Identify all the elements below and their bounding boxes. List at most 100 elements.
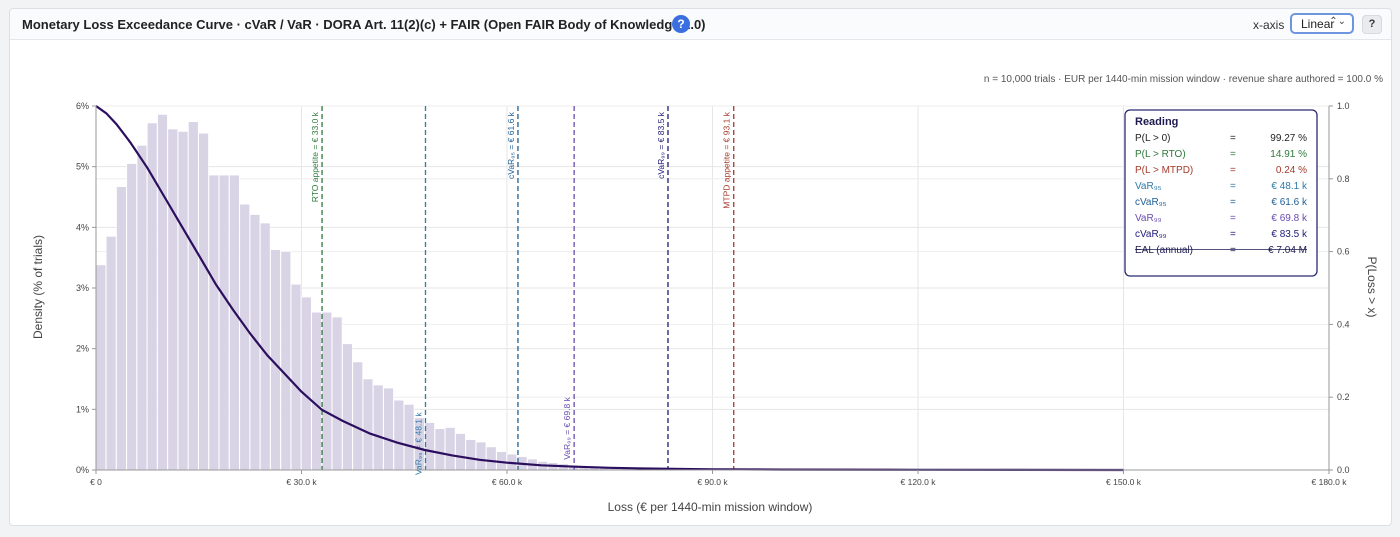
histogram-bar [116,186,127,471]
chevron-updown-icon: ⌃⌄ [1329,16,1346,27]
help-icon[interactable]: ? [672,15,690,33]
histogram-bar [362,378,374,471]
marker-label: VaR₉₅ = € 48.1 k [413,412,423,475]
histogram-bar [465,439,476,471]
y-tick-label: 4% [76,222,89,232]
xaxis-scale-select[interactable]: Linear ⌃⌄ [1290,13,1354,34]
y2-tick-label: 0.6 [1337,247,1350,257]
marker-label: RTO appetite = € 33.0 k [310,111,320,202]
x-tick-label: € 90.0 k [697,477,728,487]
x-tick-label: € 0 [90,477,102,487]
histogram-bar [352,361,363,471]
reading-row-value: 0.24 % [1276,165,1307,176]
chart-panel: Monetary Loss Exceedance Curve · cVaR / … [9,8,1392,526]
reading-row-label: cVaR₉₅ [1135,197,1167,208]
histogram-bar [219,174,230,471]
secondary-help-button[interactable]: ? [1362,15,1382,34]
reading-row-eq: = [1230,133,1236,144]
marker-label: cVaR₉₉ = € 83.5 k [656,111,666,179]
histogram-bar [455,433,466,471]
x-tick-label: € 60.0 k [492,477,523,487]
histogram-bar [486,446,497,471]
histogram-bar [239,204,250,471]
reading-row-eq: = [1230,165,1236,176]
histogram-bar [475,441,487,471]
exceedance-curve [95,105,1124,472]
histogram-bar [260,222,271,471]
reading-row-eq: = [1230,229,1236,240]
histogram-bar [424,422,435,471]
histogram-bar [188,121,199,471]
loss-exceedance-chart: n = 10,000 trials · EUR per 1440-min mis… [31,74,1383,514]
y-axis-title: Density (% of trials) [31,235,45,339]
y-tick-label: 3% [76,283,89,293]
histogram-bar [383,387,394,471]
reading-title: Reading [1135,116,1178,128]
y2-tick-label: 1.0 [1337,101,1350,111]
x-tick-label: € 120.0 k [901,477,937,487]
histogram-bar [373,384,384,471]
chart-subtitle: n = 10,000 trials · EUR per 1440-min mis… [984,74,1383,85]
y2-tick-label: 0.0 [1337,465,1350,475]
reading-row-eq: = [1230,149,1236,160]
histogram-bar [198,133,209,471]
marker-label: VaR₉₉ = € 69.8 k [562,396,572,459]
histogram-bar [311,312,322,471]
histogram-bar [332,316,343,471]
histogram-bar [280,251,291,471]
histogram-bar [393,399,404,471]
x-axis-title: Loss (€ per 1440-min mission window) [608,500,813,514]
x-tick-label: € 30.0 k [286,477,317,487]
reading-row-label: P(L > RTO) [1135,149,1186,160]
histogram-bar [106,236,117,471]
histogram-bars [95,114,713,471]
reading-row-label: cVaR₉₉ [1135,229,1167,240]
reading-row-eq: = [1230,213,1236,224]
histogram-bar [208,174,219,471]
reading-row-value: € 69.8 k [1271,213,1308,224]
y-tick-label: 5% [76,162,89,172]
histogram-bar [342,343,353,471]
y2-tick-label: 0.2 [1337,392,1350,402]
reading-row-label: VaR₉₅ [1135,181,1162,192]
panel-header: Monetary Loss Exceedance Curve · cVaR / … [10,9,1391,40]
histogram-bar [177,131,189,471]
y2-axis-title: P(Loss > x) [1365,256,1379,317]
marker-label: cVaR₉₅ = € 61.6 k [506,111,516,179]
histogram-bar [445,427,456,471]
reading-row-eq: = [1230,245,1236,256]
reading-row-label: P(L > 0) [1135,133,1170,144]
histogram-bar [136,145,148,471]
reading-row-label: EAL (annual) [1135,245,1193,256]
histogram-bar [404,404,415,471]
xaxis-scale-value: Linear [1301,17,1335,31]
reading-row-value: 14.91 % [1270,149,1307,160]
reading-row-eq: = [1230,197,1236,208]
reading-box-frame [1124,109,1318,277]
reading-row-value: € 83.5 k [1271,229,1308,240]
histogram-bar [126,163,137,471]
histogram-bar [301,296,312,471]
reading-row-label: P(L > MTPD) [1135,165,1193,176]
y-tick-label: 1% [76,404,89,414]
chart-title: Monetary Loss Exceedance Curve · cVaR / … [22,17,706,32]
exceedance-line [95,105,1124,472]
reading-box: Reading P(L > 0) = 99.27 % P(L > RTO) = 14.91 … [1124,109,1318,277]
histogram-bar [229,174,240,471]
histogram-bar [290,284,302,471]
xaxis-label: x-axis [1253,18,1285,32]
histogram-bar [321,312,332,471]
reading-row-value: 99.27 % [1270,133,1307,144]
x-tick-label: € 180.0 k [1312,477,1348,487]
histogram-bar [434,428,446,471]
reading-row-value: € 7.04 M [1268,245,1307,256]
y-tick-label: 6% [76,101,89,111]
chart-axes: € 0 € 30.0 k € 60.0 k € 90.0 k € 120.0 k € 15… [76,101,1350,487]
y-tick-label: 0% [76,465,89,475]
y-tick-label: 2% [76,344,89,354]
x-tick-label: € 150.0 k [1106,477,1142,487]
threshold-markers: RTO appetite = € 33.0 k VaR₉₅ = € 48.1 k c… [310,106,735,475]
histogram-bar [167,128,178,471]
marker-label: MTPD appetite = € 93.1 k [722,111,732,208]
y2-tick-label: 0.8 [1337,174,1350,184]
